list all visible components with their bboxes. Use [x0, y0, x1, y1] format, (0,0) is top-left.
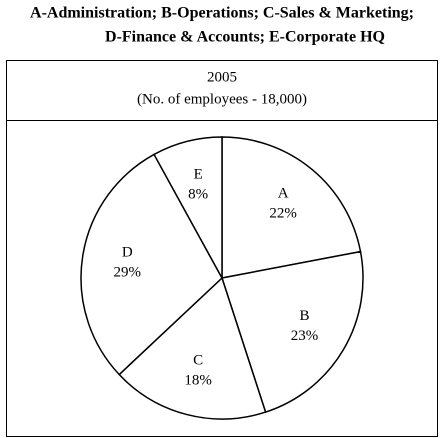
subtitle: 2005	[207, 69, 237, 85]
slice-category: E	[194, 167, 203, 183]
chart-title: D-Finance & Accounts; E-Corporate HQ	[105, 29, 385, 46]
slice-category: C	[193, 352, 203, 368]
slice-category: D	[122, 244, 133, 260]
pie-slice	[118, 276, 267, 420]
chart-title: A-Administration; B-Operations; C-Sales …	[30, 5, 414, 22]
pie-slice	[153, 136, 223, 279]
pie-slice	[80, 153, 223, 376]
frame	[6, 60, 438, 437]
subtitle: (No. of employees - 18,000)	[137, 91, 307, 107]
slice-value-label: 29%	[114, 264, 142, 280]
slice-value-label: 23%	[291, 328, 319, 344]
slice-value-label: 18%	[184, 372, 212, 388]
slice-category: B	[300, 308, 310, 324]
slice-category: A	[278, 186, 289, 202]
slice-value-label: 8%	[188, 187, 208, 203]
pie-slice	[221, 136, 362, 279]
slice-value-label: 22%	[269, 206, 297, 222]
pie-slice	[221, 250, 364, 414]
